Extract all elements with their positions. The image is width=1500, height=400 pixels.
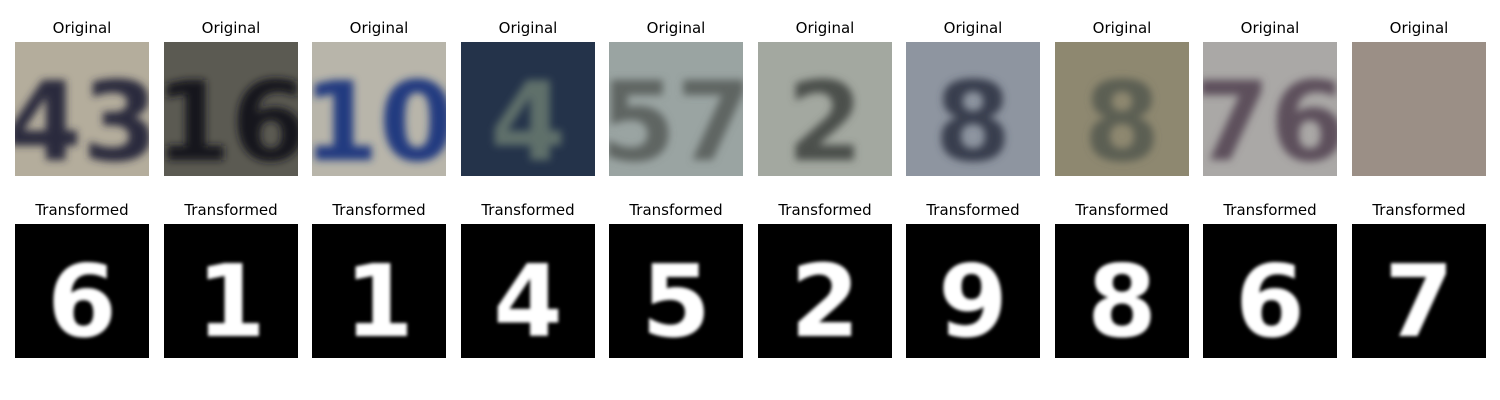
original-image: 4	[461, 42, 595, 176]
original-image: 2	[758, 42, 892, 176]
original-label: Original	[201, 19, 261, 37]
transformed-label: Transformed	[184, 201, 278, 219]
transformed-label: Transformed	[926, 201, 1020, 219]
original-label: Original	[795, 19, 855, 37]
original-label: Original	[349, 19, 409, 37]
transformed-image: 1	[164, 224, 298, 358]
transformed-digit: 6	[1235, 243, 1305, 358]
original-digit-image-text: 8	[1084, 58, 1161, 176]
transformed-label: Transformed	[481, 201, 575, 219]
original-label: Original	[52, 19, 112, 37]
original-digit-image-text: 4	[490, 58, 567, 176]
transformed-label: Transformed	[1223, 201, 1317, 219]
original-digit-image-text: 43	[15, 58, 149, 176]
transformed-label: Transformed	[1372, 201, 1466, 219]
original-image: 16	[164, 42, 298, 176]
transformed-image: 8	[1055, 224, 1189, 358]
original-image: 8	[906, 42, 1040, 176]
transformed-image: 9	[906, 224, 1040, 358]
transformed-image: 4	[461, 224, 595, 358]
transformed-label: Transformed	[629, 201, 723, 219]
transformed-digit: 7	[1384, 243, 1454, 358]
transformed-digit: 4	[493, 243, 563, 358]
original-digit-image-text: 16	[164, 58, 298, 176]
original-digit-image-text: 57	[609, 58, 743, 176]
transformed-image: 7	[1352, 224, 1486, 358]
transformed-label: Transformed	[35, 201, 129, 219]
transformed-digit: 5	[641, 243, 711, 358]
original-image: 10	[312, 42, 446, 176]
original-image: 43	[15, 42, 149, 176]
original-digit-image-text: 8	[935, 58, 1012, 176]
original-image: 57	[609, 42, 743, 176]
original-label: Original	[1240, 19, 1300, 37]
original-image: 76	[1203, 42, 1337, 176]
original-label: Original	[1092, 19, 1152, 37]
transformed-image: 5	[609, 224, 743, 358]
transformed-digit: 2	[790, 243, 860, 358]
transformed-digit: 8	[1087, 243, 1157, 358]
original-label: Original	[646, 19, 706, 37]
original-digit-image-text: 2	[787, 58, 864, 176]
original-label: Original	[498, 19, 558, 37]
original-image	[1352, 42, 1486, 176]
original-digit-image-text: 10	[312, 58, 446, 176]
transformed-label: Transformed	[332, 201, 426, 219]
transformed-digit: 1	[344, 243, 414, 358]
transformed-image: 6	[15, 224, 149, 358]
original-digit-image-text: 76	[1203, 58, 1337, 176]
transformed-digit: 1	[196, 243, 266, 358]
transformed-digit: 6	[47, 243, 117, 358]
transformed-image: 2	[758, 224, 892, 358]
transformed-digit: 9	[938, 243, 1008, 358]
transformed-image: 1	[312, 224, 446, 358]
original-image: 8	[1055, 42, 1189, 176]
transformed-label: Transformed	[1075, 201, 1169, 219]
transformed-image: 6	[1203, 224, 1337, 358]
original-label: Original	[943, 19, 1003, 37]
original-label: Original	[1389, 19, 1449, 37]
transformed-label: Transformed	[778, 201, 872, 219]
